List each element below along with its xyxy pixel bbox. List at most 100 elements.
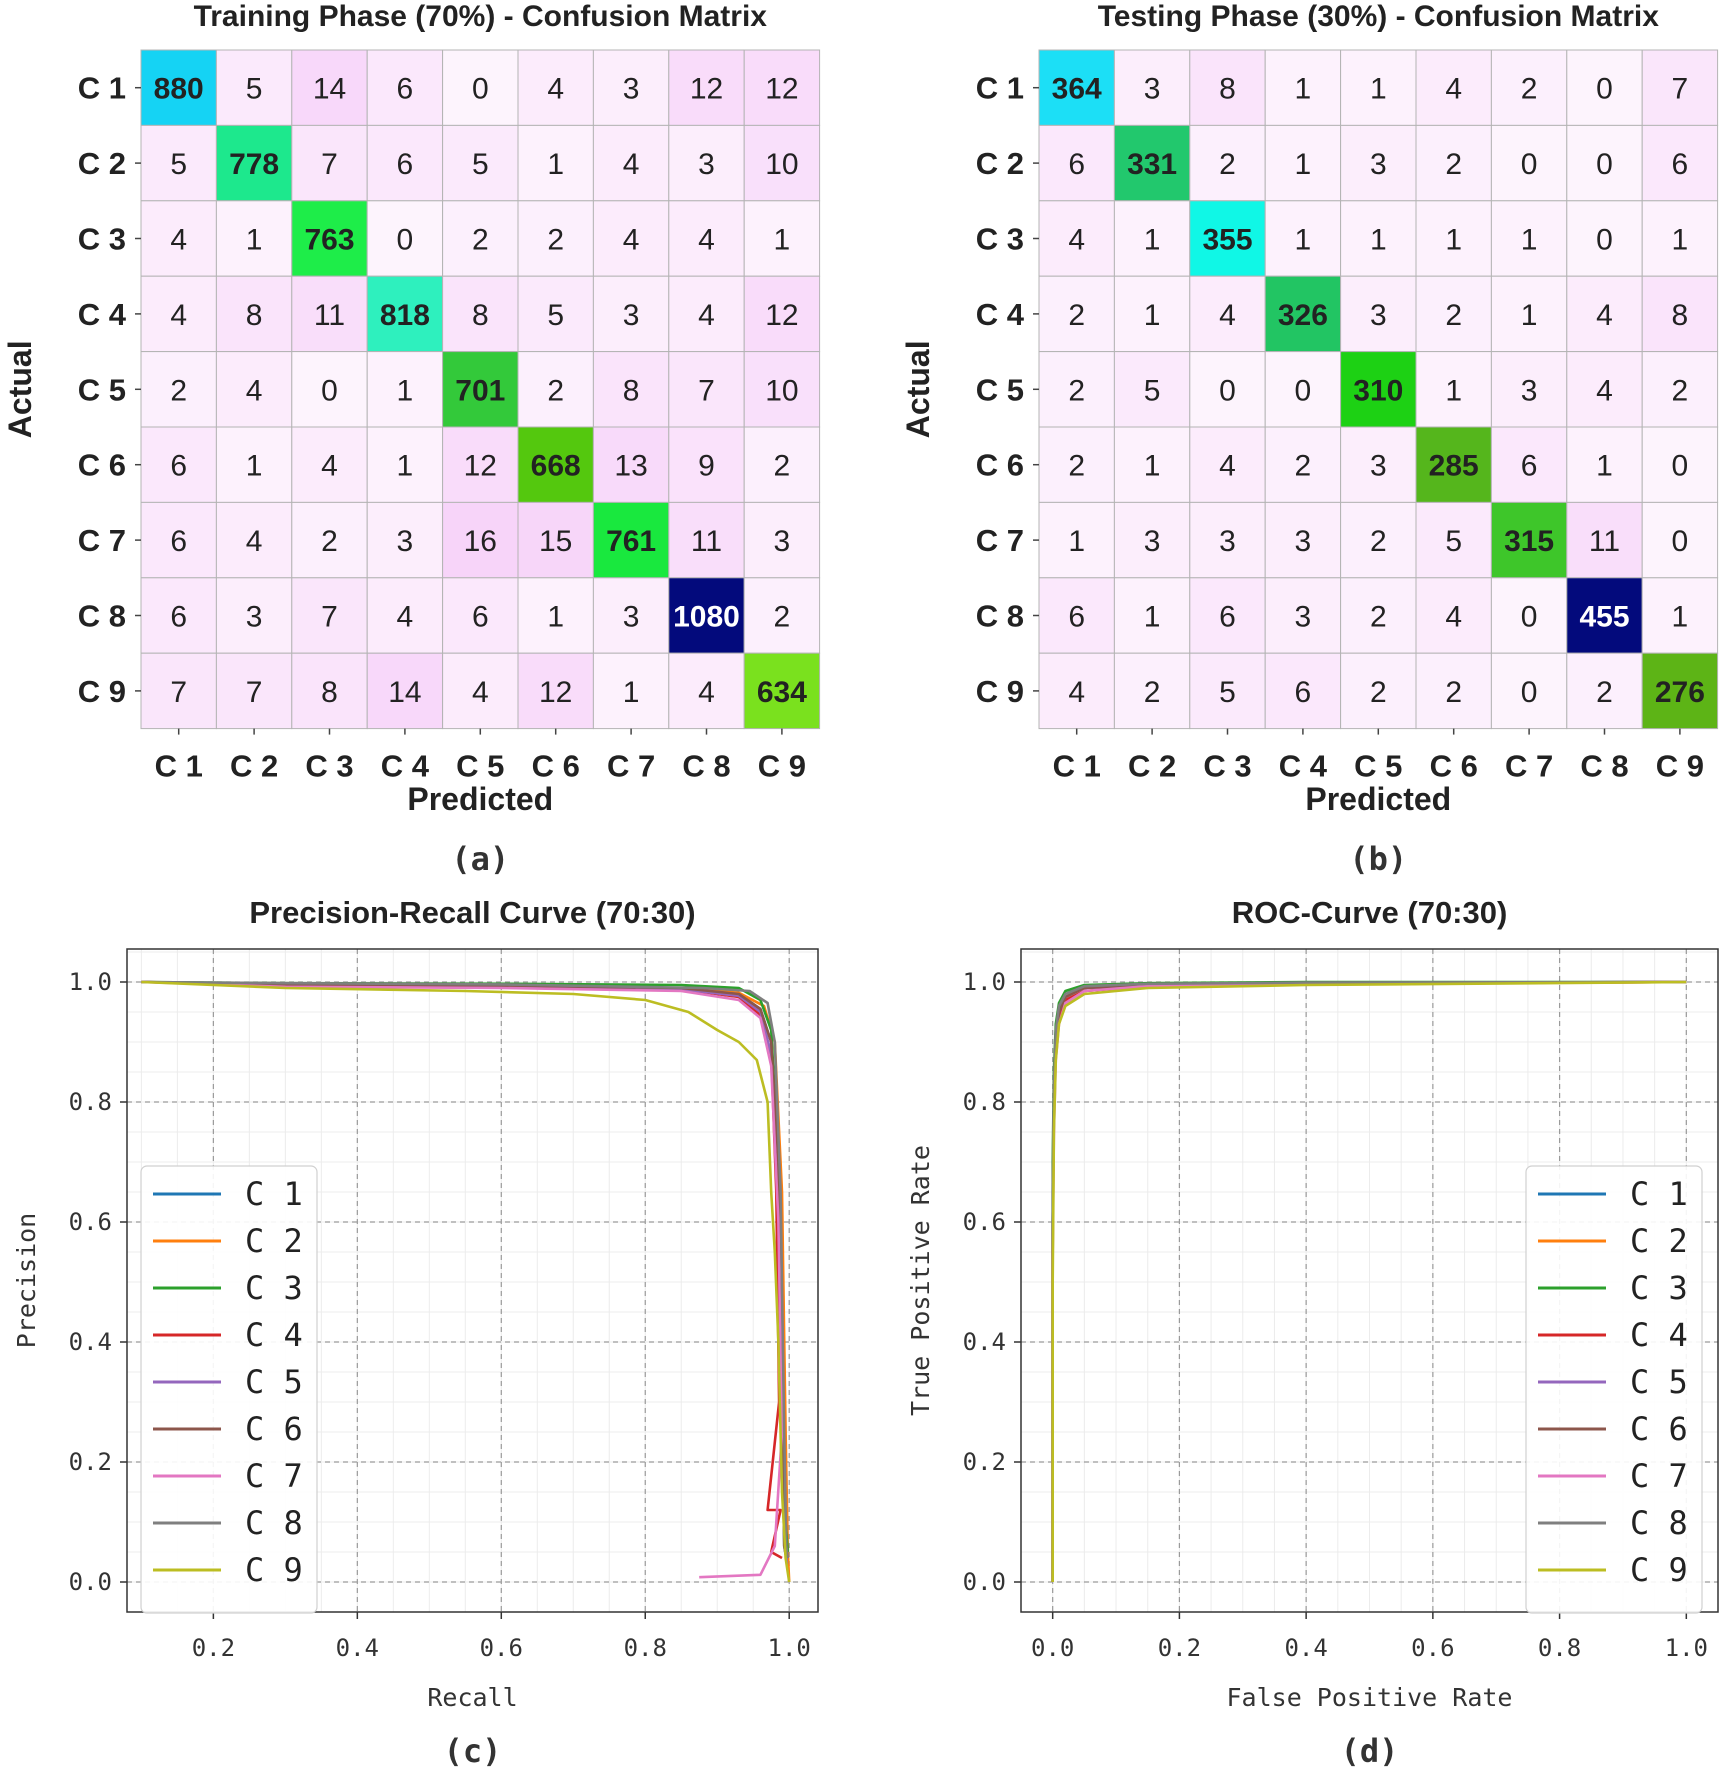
cell-value: 4 <box>623 224 640 257</box>
heatmap-cell <box>140 652 217 730</box>
cell-value: 1 <box>623 676 640 709</box>
cell-value: 1 <box>1445 374 1462 407</box>
cell-value: 818 <box>380 299 430 332</box>
cell-value: 6 <box>1672 148 1689 181</box>
cell-value: 3 <box>698 148 715 181</box>
cell-value: 2 <box>1219 148 1236 181</box>
cell-value: 5 <box>472 148 489 181</box>
y-tick-label: C 1 <box>976 71 1024 106</box>
y-tick-label: 0.4 <box>963 1328 1006 1356</box>
cell-value: 2 <box>472 224 489 257</box>
cell-value: 8 <box>321 676 338 709</box>
heatmap-cell <box>291 577 368 654</box>
heatmap-cell <box>668 426 745 503</box>
cell-value: 1 <box>547 601 564 634</box>
cell-value: 2 <box>1295 450 1312 483</box>
chart-title: ROC-Curve (70:30) <box>1232 895 1508 930</box>
cell-value: 10 <box>765 374 798 407</box>
heatmap-cell <box>1641 49 1719 126</box>
cell-value: 12 <box>464 450 497 483</box>
y-tick-label: C 4 <box>976 297 1025 332</box>
cell-value: 12 <box>690 73 723 106</box>
cell-value: 4 <box>397 601 414 634</box>
cell-value: 2 <box>1445 676 1462 709</box>
cell-value: 2 <box>1068 299 1085 332</box>
cell-value: 0 <box>397 224 414 257</box>
heatmap-cell <box>1490 577 1568 654</box>
cell-value: 8 <box>1219 73 1236 106</box>
panel-label: (b) <box>1349 840 1407 878</box>
cell-value: 355 <box>1202 224 1252 257</box>
heatmap-cell <box>1490 501 1568 579</box>
x-tick-label: C 1 <box>1053 749 1101 784</box>
heatmap-cell <box>1113 124 1191 202</box>
cell-value: 1 <box>547 148 564 181</box>
x-tick-label: 0.2 <box>1158 1634 1201 1662</box>
heatmap-cell <box>1113 652 1191 730</box>
heatmap-cell <box>1490 200 1568 277</box>
heatmap-cell <box>140 275 217 353</box>
y-tick-label: 0.0 <box>69 1568 112 1596</box>
x-tick-label: C 6 <box>532 749 580 784</box>
cell-value: 6 <box>1295 676 1312 709</box>
legend-label: C 1 <box>1630 1175 1688 1213</box>
x-tick-label: C 5 <box>456 749 504 784</box>
cell-value: 11 <box>314 299 345 332</box>
cell-value: 2 <box>1370 525 1387 558</box>
cell-value: 1 <box>1672 224 1689 257</box>
cell-value: 1 <box>1144 224 1161 257</box>
cell-value: 4 <box>623 148 640 181</box>
y-tick-label: C 8 <box>78 599 126 634</box>
cell-value: 0 <box>1521 601 1538 634</box>
cell-value: 2 <box>170 374 187 407</box>
heatmap-cell <box>1113 200 1191 277</box>
legend-label: C 3 <box>245 1269 303 1307</box>
cell-value: 2 <box>1370 676 1387 709</box>
cell-value: 668 <box>531 450 581 483</box>
cell-value: 13 <box>614 450 647 483</box>
cell-value: 3 <box>1295 525 1312 558</box>
heatmap-cell <box>366 351 444 428</box>
heatmap-cell <box>1641 501 1719 579</box>
heatmap-cell <box>668 124 745 202</box>
heatmap-cell <box>1415 501 1492 579</box>
cell-value: 2 <box>774 450 791 483</box>
cell-value: 9 <box>698 450 715 483</box>
cell-value: 4 <box>698 299 715 332</box>
heatmap-cell <box>366 49 444 126</box>
cell-value: 4 <box>321 450 338 483</box>
y-tick-label: C 6 <box>976 448 1024 483</box>
precision-recall-chart: Precision-Recall Curve (70:30) 0.2 0.4 0.6 0… <box>12 895 819 1770</box>
heatmap-cell <box>743 200 821 277</box>
heatmap-cell <box>442 426 519 503</box>
cell-value: 1 <box>1295 73 1312 106</box>
heatmap-cell <box>1340 200 1417 277</box>
cell-value: 14 <box>313 73 346 106</box>
series-line-c9 <box>1051 980 1687 1582</box>
legend-label: C 1 <box>245 1175 303 1213</box>
cell-value: 7 <box>321 148 338 181</box>
cell-value: 1 <box>1370 73 1387 106</box>
y-tick-label: 0.4 <box>69 1328 112 1356</box>
heatmap-cell <box>517 577 594 654</box>
legend: C 1 C 2 C 3 C 4 C 5 C 6 C 7 C 8 C 9 <box>1525 1165 1703 1614</box>
y-tick-label: C 9 <box>976 674 1024 709</box>
heatmap-cell <box>1038 652 1115 730</box>
cell-value: 1 <box>1521 299 1538 332</box>
x-tick-label: C 2 <box>230 749 278 784</box>
cell-value: 0 <box>1219 374 1236 407</box>
legend-label: C 2 <box>245 1222 303 1260</box>
heatmap-cell <box>291 124 368 202</box>
heatmap-cell <box>442 124 519 202</box>
cell-value: 1 <box>246 224 263 257</box>
heatmap-cell <box>140 426 217 503</box>
cell-value: 8 <box>623 374 640 407</box>
heatmap-cell <box>1641 577 1719 654</box>
cell-value: 326 <box>1278 299 1328 332</box>
heatmap-cell <box>291 200 368 277</box>
heatmap-cell <box>215 49 293 126</box>
y-tick-label: C 8 <box>976 599 1024 634</box>
legend-box <box>140 1165 318 1614</box>
cell-value: 4 <box>246 374 263 407</box>
x-axis-label: Predicted <box>1305 781 1451 817</box>
